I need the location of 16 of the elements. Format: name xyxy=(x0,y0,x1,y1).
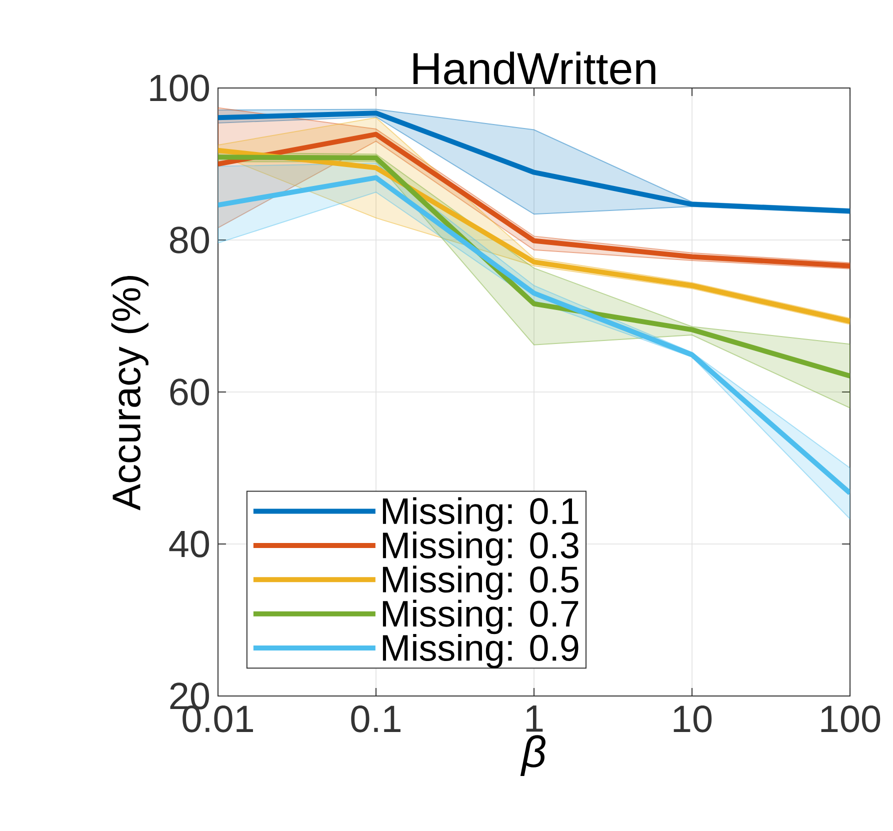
x-tick-label: 1 xyxy=(526,706,543,732)
legend-label: Missing: 0.1 xyxy=(382,497,578,532)
legend-label: Missing: 0.9 xyxy=(382,634,578,668)
y-tick-label: 80 xyxy=(170,226,209,254)
chart-title: HandWritten xyxy=(414,52,656,84)
y-tick-label: 40 xyxy=(169,530,209,558)
legend-label: Missing: 0.3 xyxy=(382,531,578,566)
legend-label: Missing: 0.5 xyxy=(382,566,578,600)
x-tick-label: 0.1 xyxy=(351,706,400,732)
x-tick-label: 100 xyxy=(821,706,880,732)
y-tick-label: 60 xyxy=(170,378,209,406)
legend-label: Missing: 0.7 xyxy=(382,600,578,634)
y-tick-label: 100 xyxy=(150,74,209,102)
x-tick-label: 10 xyxy=(674,706,712,732)
x-axis-title: β xyxy=(520,735,546,776)
y-axis-title: Accuracy (%) xyxy=(111,276,148,510)
